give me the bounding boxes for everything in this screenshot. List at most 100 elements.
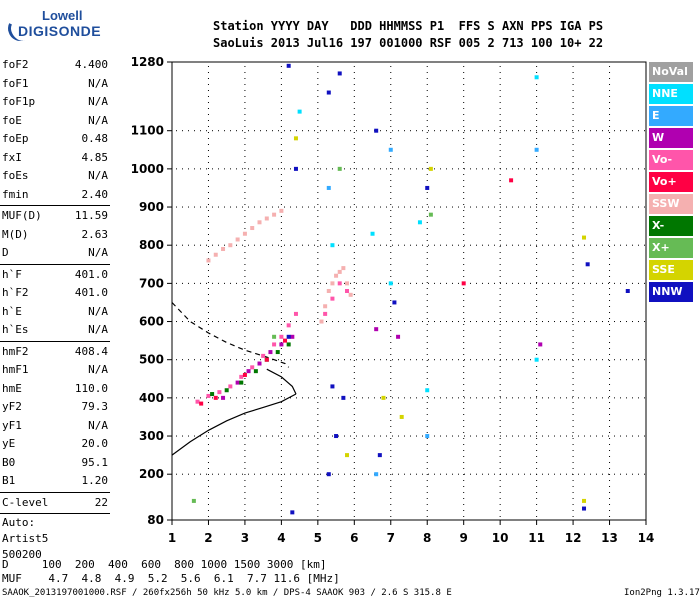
- x-gridline-dot: [390, 420, 392, 421]
- y-gridline-dot: [542, 244, 543, 246]
- param-value: N/A: [88, 363, 108, 376]
- x-gridline-dot: [499, 162, 501, 163]
- x-gridline-dot: [609, 252, 611, 253]
- echo-point-w: [235, 380, 240, 385]
- x-gridline-dot: [426, 294, 428, 295]
- y-gridline-dot: [398, 359, 399, 361]
- y-tick-label: 400: [139, 391, 164, 405]
- x-gridline-dot: [463, 468, 465, 469]
- y-gridline-dot: [338, 473, 339, 475]
- x-gridline-dot: [390, 342, 392, 343]
- y-gridline-dot: [512, 244, 513, 246]
- x-gridline-dot: [463, 366, 465, 367]
- y-gridline-dot: [230, 473, 231, 475]
- y-gridline-dot: [614, 473, 615, 475]
- x-gridline-dot: [463, 144, 465, 145]
- y-gridline-dot: [188, 359, 189, 361]
- x-gridline-dot: [609, 438, 611, 439]
- y-gridline-dot: [518, 168, 519, 170]
- x-gridline-dot: [280, 414, 282, 415]
- x-gridline-dot: [609, 270, 611, 271]
- param-row: h`F 401.0: [0, 266, 112, 285]
- x-gridline-dot: [426, 336, 428, 337]
- y-gridline-dot: [590, 244, 591, 246]
- x-gridline-dot: [609, 234, 611, 235]
- y-gridline-dot: [476, 397, 477, 399]
- y-gridline-dot: [206, 168, 207, 170]
- x-gridline-dot: [572, 288, 574, 289]
- x-gridline-dot: [390, 312, 392, 313]
- x-gridline-dot: [426, 126, 428, 127]
- y-gridline-dot: [338, 244, 339, 246]
- y-gridline-dot: [542, 130, 543, 132]
- y-gridline-dot: [182, 244, 183, 246]
- echo-point-ssw: [326, 289, 331, 293]
- y-gridline-dot: [278, 168, 279, 170]
- param-row: yF1 N/A: [0, 417, 112, 436]
- x-gridline-dot: [426, 84, 428, 85]
- x-gridline-dot: [536, 480, 538, 481]
- y-gridline-dot: [566, 473, 567, 475]
- y-gridline-dot: [374, 321, 375, 323]
- y-gridline-dot: [554, 206, 555, 208]
- y-gridline-dot: [308, 473, 309, 475]
- x-gridline-dot: [463, 228, 465, 229]
- y-gridline-dot: [482, 130, 483, 132]
- y-gridline-dot: [590, 435, 591, 437]
- y-gridline-dot: [470, 397, 471, 399]
- x-gridline-dot: [426, 372, 428, 373]
- x-gridline-dot: [572, 84, 574, 85]
- y-gridline-dot: [602, 244, 603, 246]
- x-gridline-dot: [463, 276, 465, 277]
- y-tick-label: 80: [147, 513, 164, 527]
- y-gridline-dot: [416, 473, 417, 475]
- y-gridline-dot: [398, 473, 399, 475]
- y-gridline-dot: [338, 397, 339, 399]
- param-row: foF1 N/A: [0, 75, 112, 94]
- y-gridline-dot: [542, 282, 543, 284]
- y-gridline-dot: [446, 206, 447, 208]
- x-gridline-dot: [244, 336, 246, 337]
- x-gridline-dot: [572, 234, 574, 235]
- x-gridline-dot: [207, 174, 209, 175]
- x-gridline-dot: [572, 300, 574, 301]
- echo-point-vo-: [286, 323, 291, 328]
- x-gridline-dot: [317, 168, 319, 169]
- x-gridline-dot: [572, 318, 574, 319]
- echo-point-ssw: [264, 216, 269, 221]
- x-gridline-dot: [390, 96, 392, 97]
- y-gridline-dot: [230, 397, 231, 399]
- x-gridline-dot: [244, 252, 246, 253]
- x-gridline-dot: [572, 390, 574, 391]
- y-gridline-dot: [218, 397, 219, 399]
- x-gridline-dot: [426, 96, 428, 97]
- y-gridline-dot: [302, 397, 303, 399]
- y-gridline-dot: [596, 397, 597, 399]
- x-gridline-dot: [317, 288, 319, 289]
- y-gridline-dot: [428, 473, 429, 475]
- y-gridline-dot: [644, 282, 645, 284]
- x-gridline-dot: [499, 240, 501, 241]
- y-gridline-dot: [518, 397, 519, 399]
- y-gridline-dot: [344, 244, 345, 246]
- autoscaling-line: Auto:: [0, 515, 112, 531]
- y-gridline-dot: [248, 359, 249, 361]
- x-gridline-dot: [280, 234, 282, 235]
- param-value: 79.3: [81, 400, 109, 413]
- x-gridline-dot: [609, 276, 611, 277]
- y-gridline-dot: [296, 282, 297, 284]
- y-gridline-dot: [254, 244, 255, 246]
- x-gridline-dot: [463, 378, 465, 379]
- y-gridline-dot: [440, 473, 441, 475]
- x-gridline-dot: [609, 432, 611, 433]
- y-gridline-dot: [386, 473, 387, 475]
- y-gridline-dot: [608, 282, 609, 284]
- logo-line-2: DIGISONDE: [18, 23, 102, 39]
- x-gridline-dot: [609, 378, 611, 379]
- y-gridline-dot: [386, 282, 387, 284]
- x-gridline-dot: [353, 366, 355, 367]
- y-gridline-dot: [500, 321, 501, 323]
- param-value: 11.59: [74, 209, 108, 222]
- y-gridline-dot: [416, 130, 417, 132]
- param-label: MUF(D): [2, 209, 42, 222]
